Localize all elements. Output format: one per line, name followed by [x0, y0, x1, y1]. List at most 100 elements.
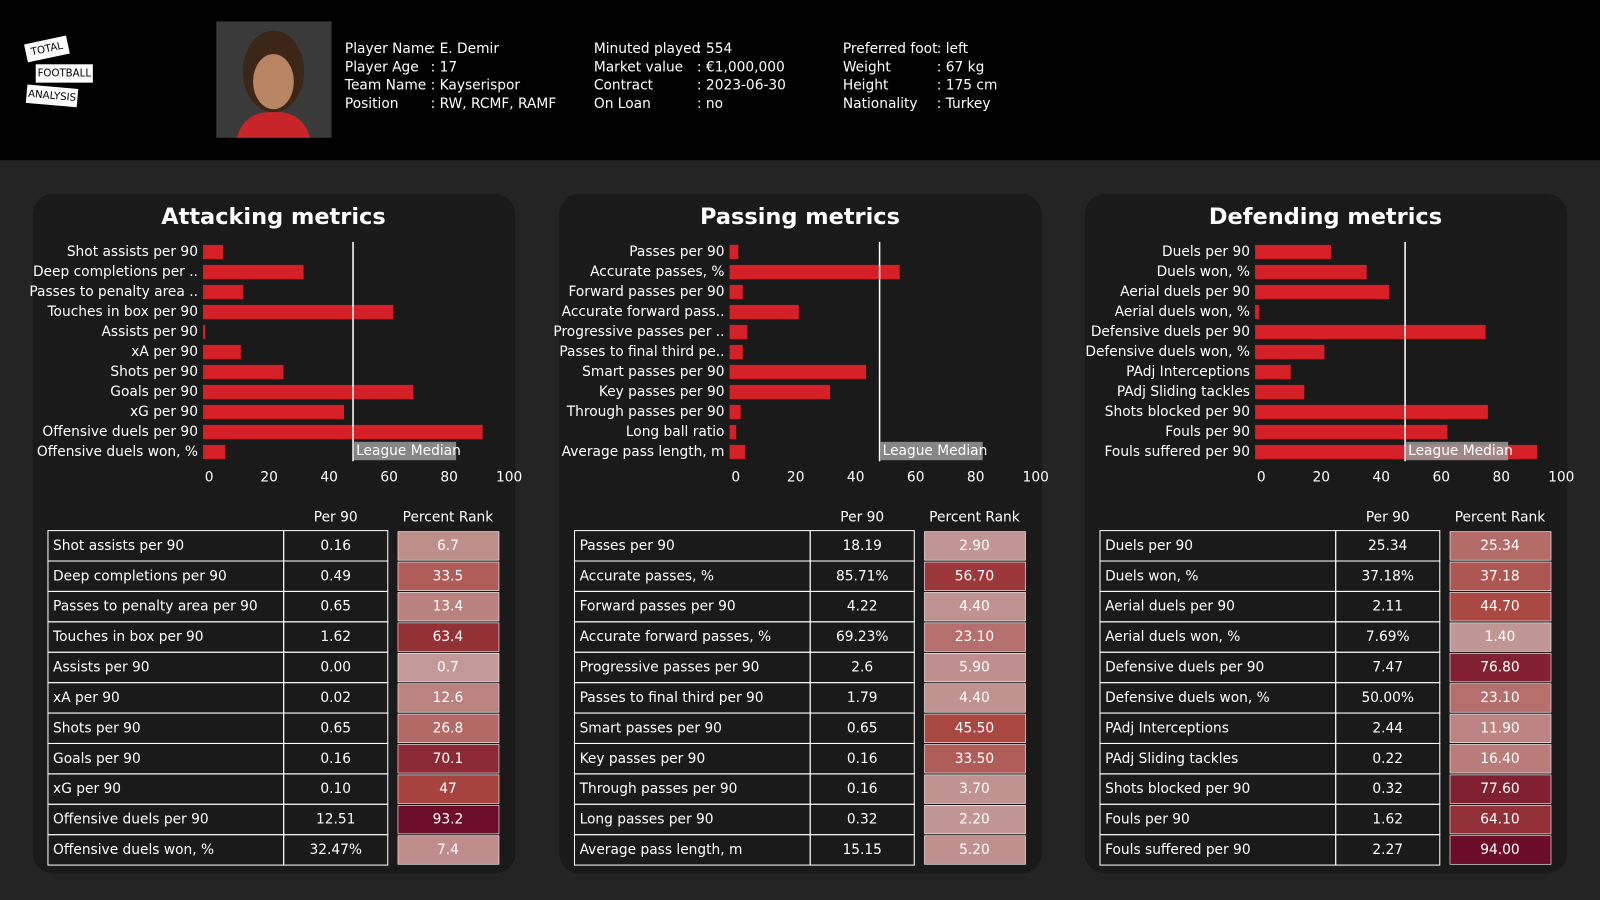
rank-cell: [397, 835, 500, 865]
percent-rank: 5.20: [959, 842, 990, 858]
bar: [729, 424, 737, 440]
value-cell: [809, 834, 915, 866]
metric-name: Deep completions per 90: [53, 568, 227, 584]
metric-name: Aerial duels won, %: [1105, 629, 1240, 645]
bar: [729, 324, 748, 340]
rank-cell: [397, 531, 500, 561]
metric-name: PAdj Sliding tackles: [1105, 751, 1238, 767]
percent-rank: 33.50: [955, 751, 994, 767]
rank-cell: [924, 774, 1026, 804]
median-label-bg: [354, 441, 457, 461]
x-tick-label: 60: [907, 470, 925, 486]
bar: [203, 424, 483, 440]
x-tick-label: 40: [320, 470, 338, 486]
bar-label: xG per 90: [130, 404, 198, 420]
rank-cell: [397, 744, 500, 774]
bar: [203, 364, 284, 380]
logo: TOTAL FOOTBALL ANALYSIS: [24, 35, 93, 108]
percent-rank: 4.40: [959, 690, 990, 706]
rank-cell: [924, 531, 1026, 561]
rank-cell: [397, 622, 500, 652]
info-label: Player Age: [345, 59, 419, 75]
metric-name: Fouls suffered per 90: [1105, 842, 1250, 858]
logo-box: [24, 35, 70, 63]
per90-value: 0.16: [847, 781, 878, 797]
metric-name: Duels won, %: [1105, 568, 1198, 584]
percent-rank: 13.4: [433, 599, 464, 615]
column-header: Percent Rank: [929, 509, 1020, 525]
percent-rank: 56.70: [955, 568, 994, 584]
bar-label: Through passes per 90: [566, 404, 725, 420]
per90-value: 85.71%: [836, 568, 889, 584]
bar: [729, 244, 739, 260]
rank-cell: [924, 835, 1026, 865]
per90-value: 0.32: [847, 812, 878, 828]
bar: [1255, 344, 1325, 360]
per90-value: 37.18%: [1361, 568, 1414, 584]
panel: Passing metrics Passes per 90 Accurate pas…: [553, 193, 1049, 874]
percent-rank: 2.20: [959, 812, 990, 828]
bar-label: Offensive duels per 90: [42, 424, 198, 440]
percent-rank: 45.50: [955, 720, 994, 736]
per90-value: 2.11: [1372, 599, 1403, 615]
x-tick-label: 100: [496, 470, 522, 486]
per90-value: 0.00: [320, 660, 351, 676]
bar-label: Accurate passes, %: [590, 264, 724, 280]
per90-value: 1.62: [320, 629, 351, 645]
rank-cell: [1449, 744, 1552, 774]
bar: [1255, 364, 1291, 380]
logo-box: [25, 84, 79, 108]
percent-rank: 1.40: [1485, 629, 1516, 645]
bar: [1255, 284, 1390, 300]
bar-label: Shot assists per 90: [67, 244, 198, 260]
per90-value: 0.65: [320, 720, 351, 736]
percent-rank: 93.2: [433, 812, 464, 828]
metric-name: xA per 90: [53, 690, 120, 706]
percent-rank: 0.7: [437, 660, 459, 676]
value-cell: [1335, 834, 1441, 866]
percent-rank: 44.70: [1480, 599, 1519, 615]
percent-rank: 5.90: [959, 660, 990, 676]
per90-value: 0.10: [320, 781, 351, 797]
per90-value: 0.02: [320, 690, 351, 706]
bar-label: xA per 90: [131, 344, 198, 360]
rank-cell: [1449, 774, 1552, 804]
metric-name: Progressive passes per 90: [580, 660, 760, 676]
percent-rank: 70.1: [433, 751, 464, 767]
info-label: Nationality: [843, 96, 918, 112]
metric-name: Through passes per 90: [579, 781, 738, 797]
per90-value: 25.34: [1368, 538, 1407, 554]
per90-value: 15.15: [843, 842, 882, 858]
metric-name: Aerial duels per 90: [1105, 599, 1235, 615]
bar: [1255, 264, 1367, 280]
info-value: : 2023-06-30: [697, 78, 786, 94]
face: [253, 54, 294, 110]
percent-rank: 63.4: [433, 629, 464, 645]
percent-rank: 16.40: [1480, 751, 1519, 767]
bar: [203, 444, 226, 460]
rank-cell: [1449, 531, 1552, 561]
percent-rank: 64.10: [1480, 812, 1519, 828]
metric-name: Long passes per 90: [580, 812, 714, 828]
bar-label: Key passes per 90: [599, 384, 725, 400]
metric-name: Assists per 90: [53, 660, 149, 676]
info-value: : Kayserispor: [431, 78, 521, 94]
percent-rank: 2.90: [959, 538, 990, 554]
bar: [1255, 244, 1332, 260]
percent-rank: 6.7: [437, 538, 459, 554]
column-header: Per 90: [1366, 509, 1410, 525]
per90-value: 2.6: [851, 660, 873, 676]
bar-label: Duels per 90: [1162, 244, 1250, 260]
bar: [1255, 384, 1305, 400]
x-tick-label: 60: [1432, 470, 1450, 486]
metric-name: Passes per 90: [580, 538, 675, 554]
info-label: Position: [345, 96, 399, 112]
rank-cell: [924, 561, 1026, 591]
rank-cell: [924, 592, 1026, 622]
per90-value: 0.16: [320, 751, 351, 767]
metric-name: Forward passes per 90: [580, 599, 736, 615]
info-label: Player Name: [345, 41, 433, 57]
info-value: : 554: [697, 41, 732, 57]
